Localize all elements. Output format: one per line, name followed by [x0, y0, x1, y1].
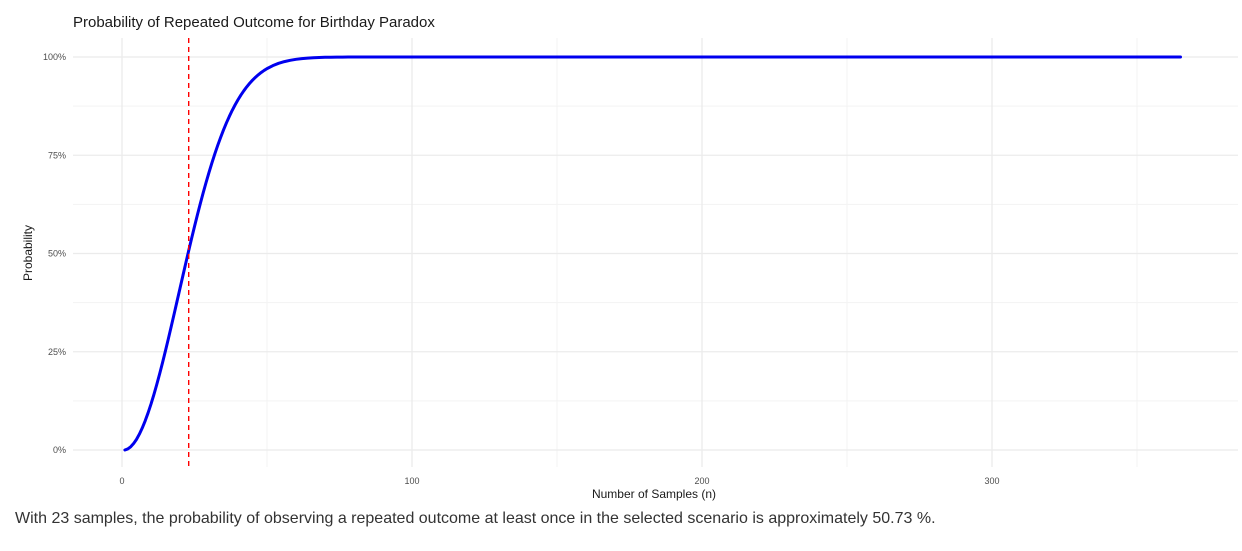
- y-tick-label: 25%: [48, 347, 66, 357]
- grid: [73, 38, 1238, 467]
- tick-labels: 0 100 200 300 0% 25% 50% 75% 100%: [43, 52, 1000, 486]
- x-tick-label: 100: [404, 476, 419, 486]
- y-tick-label: 75%: [48, 150, 66, 160]
- birthday-paradox-chart: 0 100 200 300 0% 25% 50% 75% 100% Probability of…: [21, 14, 1238, 501]
- x-tick-label: 300: [984, 476, 999, 486]
- x-tick-label: 0: [119, 476, 124, 486]
- x-tick-label: 200: [694, 476, 709, 486]
- x-axis-title: Number of Samples (n): [592, 487, 716, 501]
- probability-line: [123, 55, 1182, 452]
- chart-title: Probability of Repeated Outcome for Birt…: [73, 14, 435, 31]
- y-tick-label: 100%: [43, 52, 66, 62]
- series-layer: [123, 55, 1182, 452]
- y-tick-label: 50%: [48, 249, 66, 259]
- y-axis-title: Probability: [21, 225, 35, 281]
- result-caption: With 23 samples, the probability of obse…: [15, 510, 936, 527]
- y-tick-label: 0%: [53, 445, 66, 455]
